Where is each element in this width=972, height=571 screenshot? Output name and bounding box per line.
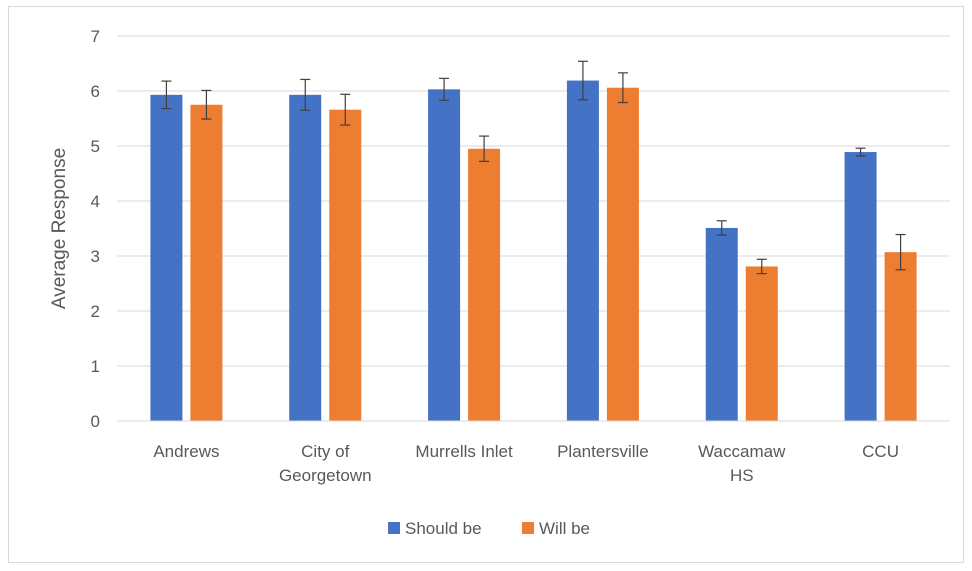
- x-category-label: CCU: [862, 442, 899, 461]
- y-axis-title: Average Response: [49, 148, 70, 309]
- x-category-label: Andrews: [153, 442, 219, 461]
- bar-will-be: [329, 109, 362, 421]
- y-tick-label: 2: [91, 302, 100, 321]
- bar-will-be: [884, 252, 917, 421]
- x-category-label: HS: [730, 466, 754, 485]
- x-category-label: Murrells Inlet: [415, 442, 513, 461]
- legend-label: Will be: [539, 519, 590, 538]
- gridlines: [117, 35, 950, 367]
- y-tick-label: 1: [91, 357, 100, 376]
- x-axis-categories: Andrews City of Georgetown Murrells Inlet Pl…: [153, 442, 899, 485]
- bar-should-be: [428, 89, 461, 421]
- x-category-label: City of: [301, 442, 349, 461]
- y-tick-label: 6: [91, 82, 100, 101]
- y-tick-label: 0: [91, 412, 100, 431]
- bars: [150, 80, 917, 422]
- bar-should-be: [150, 94, 183, 421]
- legend-swatch: [388, 522, 400, 534]
- legend-swatch: [522, 522, 534, 534]
- x-category-label: Georgetown: [279, 466, 372, 485]
- bar-should-be: [705, 227, 738, 421]
- y-tick-label: 7: [91, 27, 100, 46]
- x-category-label: Plantersville: [557, 442, 649, 461]
- bar-should-be: [844, 152, 877, 422]
- x-category-label: Waccamaw: [698, 442, 786, 461]
- y-tick-label: 3: [91, 247, 100, 266]
- bar-should-be: [566, 80, 599, 422]
- y-tick-label: 5: [91, 137, 100, 156]
- legend: Should be Will be: [388, 519, 590, 538]
- bar-will-be: [190, 104, 223, 421]
- bar-will-be: [606, 87, 639, 421]
- y-axis-ticks: 0 1 2 3 4 5 6 7: [91, 27, 100, 431]
- bar-will-be: [745, 266, 778, 421]
- bar-should-be: [289, 94, 322, 421]
- legend-label: Should be: [405, 519, 482, 538]
- bar-will-be: [468, 148, 501, 421]
- error-bars: [161, 60, 906, 275]
- y-tick-label: 4: [91, 192, 100, 211]
